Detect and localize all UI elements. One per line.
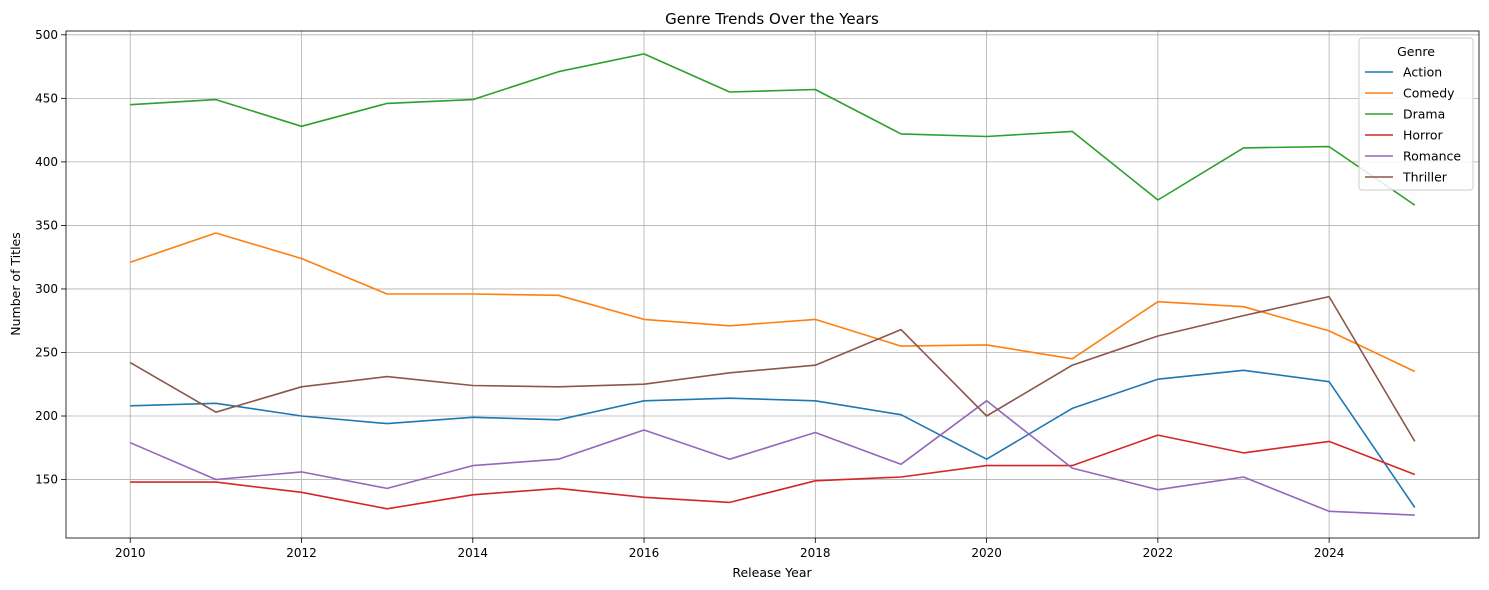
y-tick-label: 250 — [35, 345, 58, 359]
series-line-action — [130, 369, 1416, 508]
axis-ticks: 2010 2012 2014 2016 2018 2020 2022 2024 150 200 25… — [35, 28, 1344, 560]
x-tick-label: 2016 — [629, 546, 660, 560]
y-tick-label: 500 — [35, 28, 58, 42]
series-line-romance — [129, 399, 1415, 516]
x-tick-label: 2012 — [286, 546, 317, 560]
series-line-horror — [130, 434, 1416, 510]
legend-label-comedy: Comedy — [1403, 86, 1455, 101]
x-tick-label: 2010 — [115, 546, 146, 560]
y-tick-label: 200 — [35, 409, 58, 423]
y-axis-label: Number of Titles — [8, 232, 23, 336]
legend-label-drama: Drama — [1403, 107, 1445, 122]
x-axis-label: Release Year — [732, 565, 812, 580]
series-line-drama — [130, 53, 1416, 206]
legend-label-action: Action — [1403, 65, 1442, 80]
y-tick-label: 150 — [35, 473, 58, 487]
series-lines — [129, 53, 1416, 516]
x-tick-label: 2020 — [971, 546, 1002, 560]
legend-label-romance: Romance — [1403, 149, 1461, 164]
legend-box — [1358, 37, 1474, 191]
y-tick-label: 300 — [35, 282, 58, 296]
x-tick-label: 2018 — [800, 546, 831, 560]
series-line-comedy — [129, 232, 1416, 373]
y-tick-label: 450 — [35, 91, 58, 105]
y-tick-label: 400 — [35, 155, 58, 169]
x-tick-label: 2014 — [457, 546, 488, 560]
legend: Genre Action Comedy Drama Horror Romance Thri… — [1358, 37, 1474, 191]
x-tick-label: 2022 — [1143, 546, 1174, 560]
legend-label-thriller: Thriller — [1402, 170, 1448, 185]
chart-title: Genre Trends Over the Years — [665, 10, 879, 28]
legend-label-horror: Horror — [1403, 128, 1443, 143]
plot-frame — [65, 30, 1480, 539]
grid — [66, 31, 1479, 538]
legend-title: Genre — [1397, 44, 1435, 59]
y-tick-label: 350 — [35, 218, 58, 232]
series-line-thriller — [129, 295, 1416, 442]
x-tick-label: 2024 — [1314, 546, 1345, 560]
